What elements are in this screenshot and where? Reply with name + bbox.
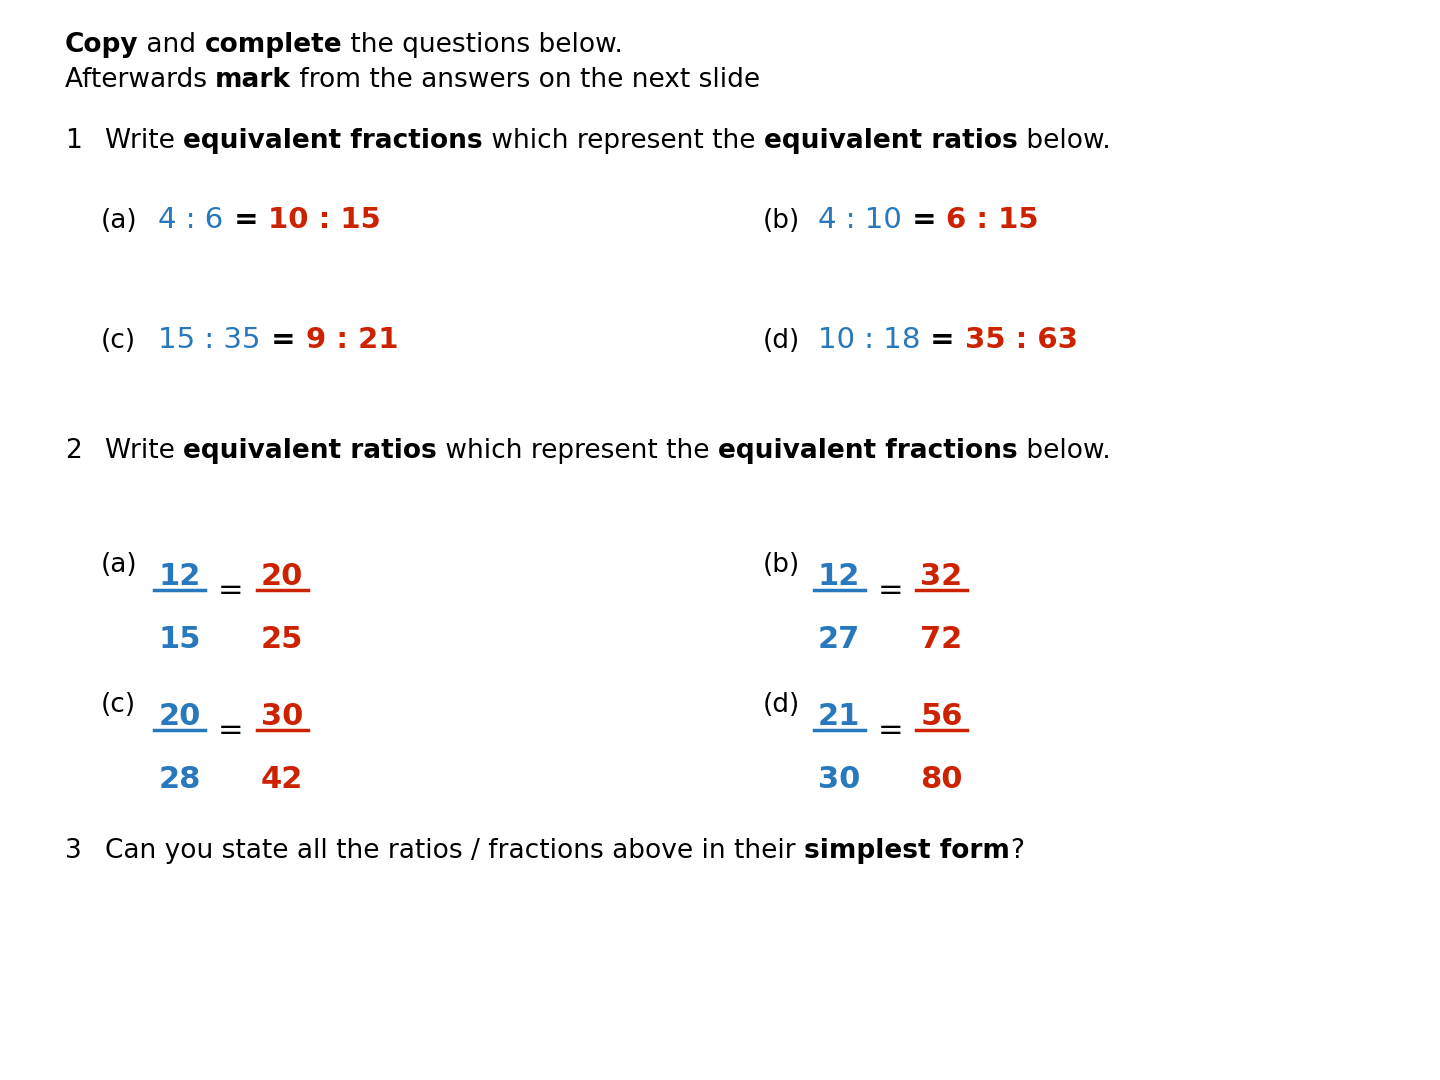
Text: (c): (c) <box>101 328 135 354</box>
Text: =: = <box>877 715 903 744</box>
Text: 6 : 15: 6 : 15 <box>946 206 1038 234</box>
Text: the questions below.: the questions below. <box>343 32 624 58</box>
Text: (b): (b) <box>763 208 801 234</box>
Text: 72: 72 <box>920 625 963 654</box>
Text: below.: below. <box>1018 129 1110 154</box>
Text: 4 : 10: 4 : 10 <box>818 206 901 234</box>
Text: Afterwards: Afterwards <box>65 67 215 93</box>
Text: and: and <box>138 32 204 58</box>
Text: (b): (b) <box>763 552 801 578</box>
Text: Copy: Copy <box>65 32 138 58</box>
Text: from the answers on the next slide: from the answers on the next slide <box>291 67 760 93</box>
Text: 15 : 35: 15 : 35 <box>158 326 261 354</box>
Text: 56: 56 <box>920 702 963 731</box>
Text: 20: 20 <box>261 562 304 591</box>
Text: 32: 32 <box>920 562 963 591</box>
Text: =: = <box>877 576 903 605</box>
Text: ?: ? <box>1009 838 1024 864</box>
Text: 12: 12 <box>158 562 200 591</box>
Text: (d): (d) <box>763 691 801 718</box>
Text: =: = <box>261 326 305 354</box>
Text: 80: 80 <box>920 766 963 794</box>
Text: Write: Write <box>105 438 183 464</box>
Text: =: = <box>223 206 268 234</box>
Text: 20: 20 <box>158 702 200 731</box>
Text: =: = <box>920 326 965 354</box>
Text: 3: 3 <box>65 838 82 864</box>
Text: simplest form: simplest form <box>804 838 1009 864</box>
Text: below.: below. <box>1018 438 1110 464</box>
Text: equivalent fractions: equivalent fractions <box>719 438 1018 464</box>
Text: equivalent ratios: equivalent ratios <box>763 129 1018 154</box>
Text: which represent the: which represent the <box>482 129 763 154</box>
Text: Write: Write <box>105 129 183 154</box>
Text: 10 : 15: 10 : 15 <box>268 206 382 234</box>
Text: 30: 30 <box>818 766 860 794</box>
Text: 30: 30 <box>261 702 304 731</box>
Text: 2: 2 <box>65 438 82 464</box>
Text: (a): (a) <box>101 208 137 234</box>
Text: 42: 42 <box>261 766 304 794</box>
Text: (a): (a) <box>101 552 137 578</box>
Text: equivalent fractions: equivalent fractions <box>183 129 482 154</box>
Text: equivalent ratios: equivalent ratios <box>183 438 438 464</box>
Text: =: = <box>217 715 243 744</box>
Text: 12: 12 <box>818 562 860 591</box>
Text: 9 : 21: 9 : 21 <box>305 326 397 354</box>
Text: 25: 25 <box>261 625 304 654</box>
Text: =: = <box>219 576 243 605</box>
Text: 1: 1 <box>65 129 82 154</box>
Text: 27: 27 <box>818 625 860 654</box>
Text: 28: 28 <box>158 766 200 794</box>
Text: 35 : 63: 35 : 63 <box>965 326 1079 354</box>
Text: complete: complete <box>204 32 343 58</box>
Text: =: = <box>901 206 946 234</box>
Text: mark: mark <box>215 67 291 93</box>
Text: 21: 21 <box>818 702 860 731</box>
Text: 10 : 18: 10 : 18 <box>818 326 920 354</box>
Text: (d): (d) <box>763 328 801 354</box>
Text: which represent the: which represent the <box>438 438 719 464</box>
Text: (c): (c) <box>101 691 135 718</box>
Text: Can you state all the ratios / fractions above in their: Can you state all the ratios / fractions… <box>105 838 804 864</box>
Text: 4 : 6: 4 : 6 <box>158 206 223 234</box>
Text: 15: 15 <box>158 625 202 654</box>
